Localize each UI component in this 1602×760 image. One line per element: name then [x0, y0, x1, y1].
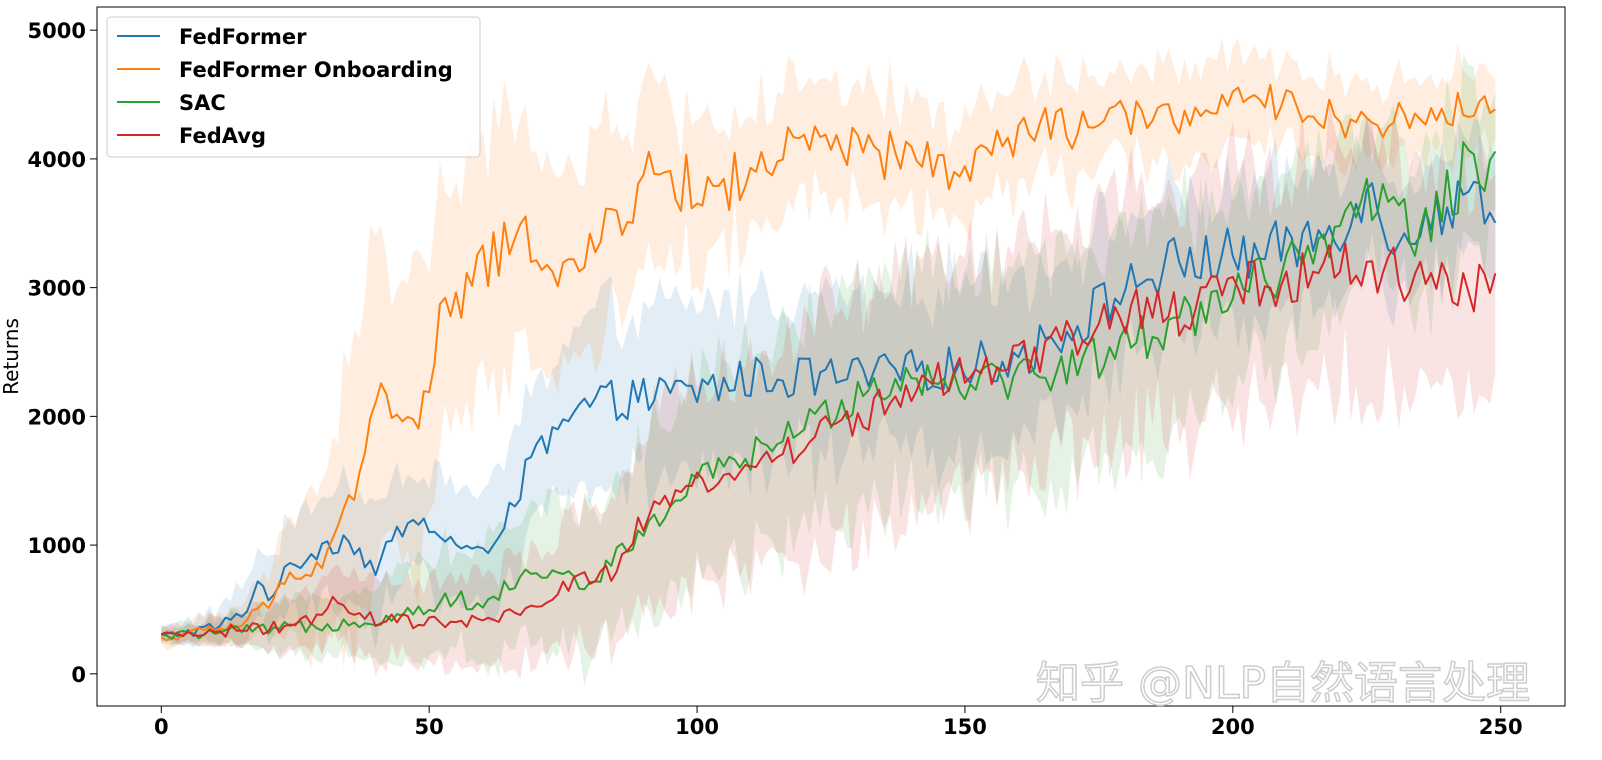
x-tick-label: 150 [943, 715, 987, 739]
watermark-text: 知乎 @NLP自然语言处理 [1036, 658, 1530, 709]
y-tick-label: 4000 [28, 148, 86, 172]
y-tick-label: 2000 [28, 405, 86, 429]
legend: FedFormer FedFormer Onboarding SAC FedAvg [106, 16, 481, 158]
legend-label: FedFormer Onboarding [179, 58, 453, 82]
x-tick-label: 50 [415, 715, 444, 739]
legend-box [106, 16, 481, 158]
y-axis-ticks: 0 1000 2000 3000 4000 5000 [28, 19, 97, 687]
x-tick-label: 250 [1479, 715, 1523, 739]
x-tick-label: 0 [154, 715, 169, 739]
confidence-bands [161, 37, 1496, 686]
y-tick-label: 0 [71, 663, 86, 687]
y-axis-label: Returns [0, 318, 23, 395]
y-tick-label: 1000 [28, 534, 86, 558]
legend-label: FedFormer [179, 25, 307, 49]
y-tick-label: 5000 [28, 19, 86, 43]
series-lines [160, 83, 1497, 642]
band-sac [161, 53, 1496, 686]
x-tick-label: 200 [1211, 715, 1255, 739]
legend-label: FedAvg [179, 124, 266, 148]
x-axis-ticks: 0 50 100 150 200 250 [154, 706, 1523, 739]
band-fedavg [161, 103, 1496, 680]
band-fedformer [161, 117, 1496, 650]
legend-label: SAC [179, 91, 226, 115]
line-fedformer-onboarding [160, 83, 1496, 642]
line-fedformer [161, 180, 1497, 638]
plot-frame [96, 6, 1566, 707]
y-tick-label: 3000 [28, 277, 86, 301]
x-tick-label: 100 [675, 715, 719, 739]
band-fedformer-onboarding [161, 37, 1496, 672]
line-fedavg [160, 242, 1497, 638]
